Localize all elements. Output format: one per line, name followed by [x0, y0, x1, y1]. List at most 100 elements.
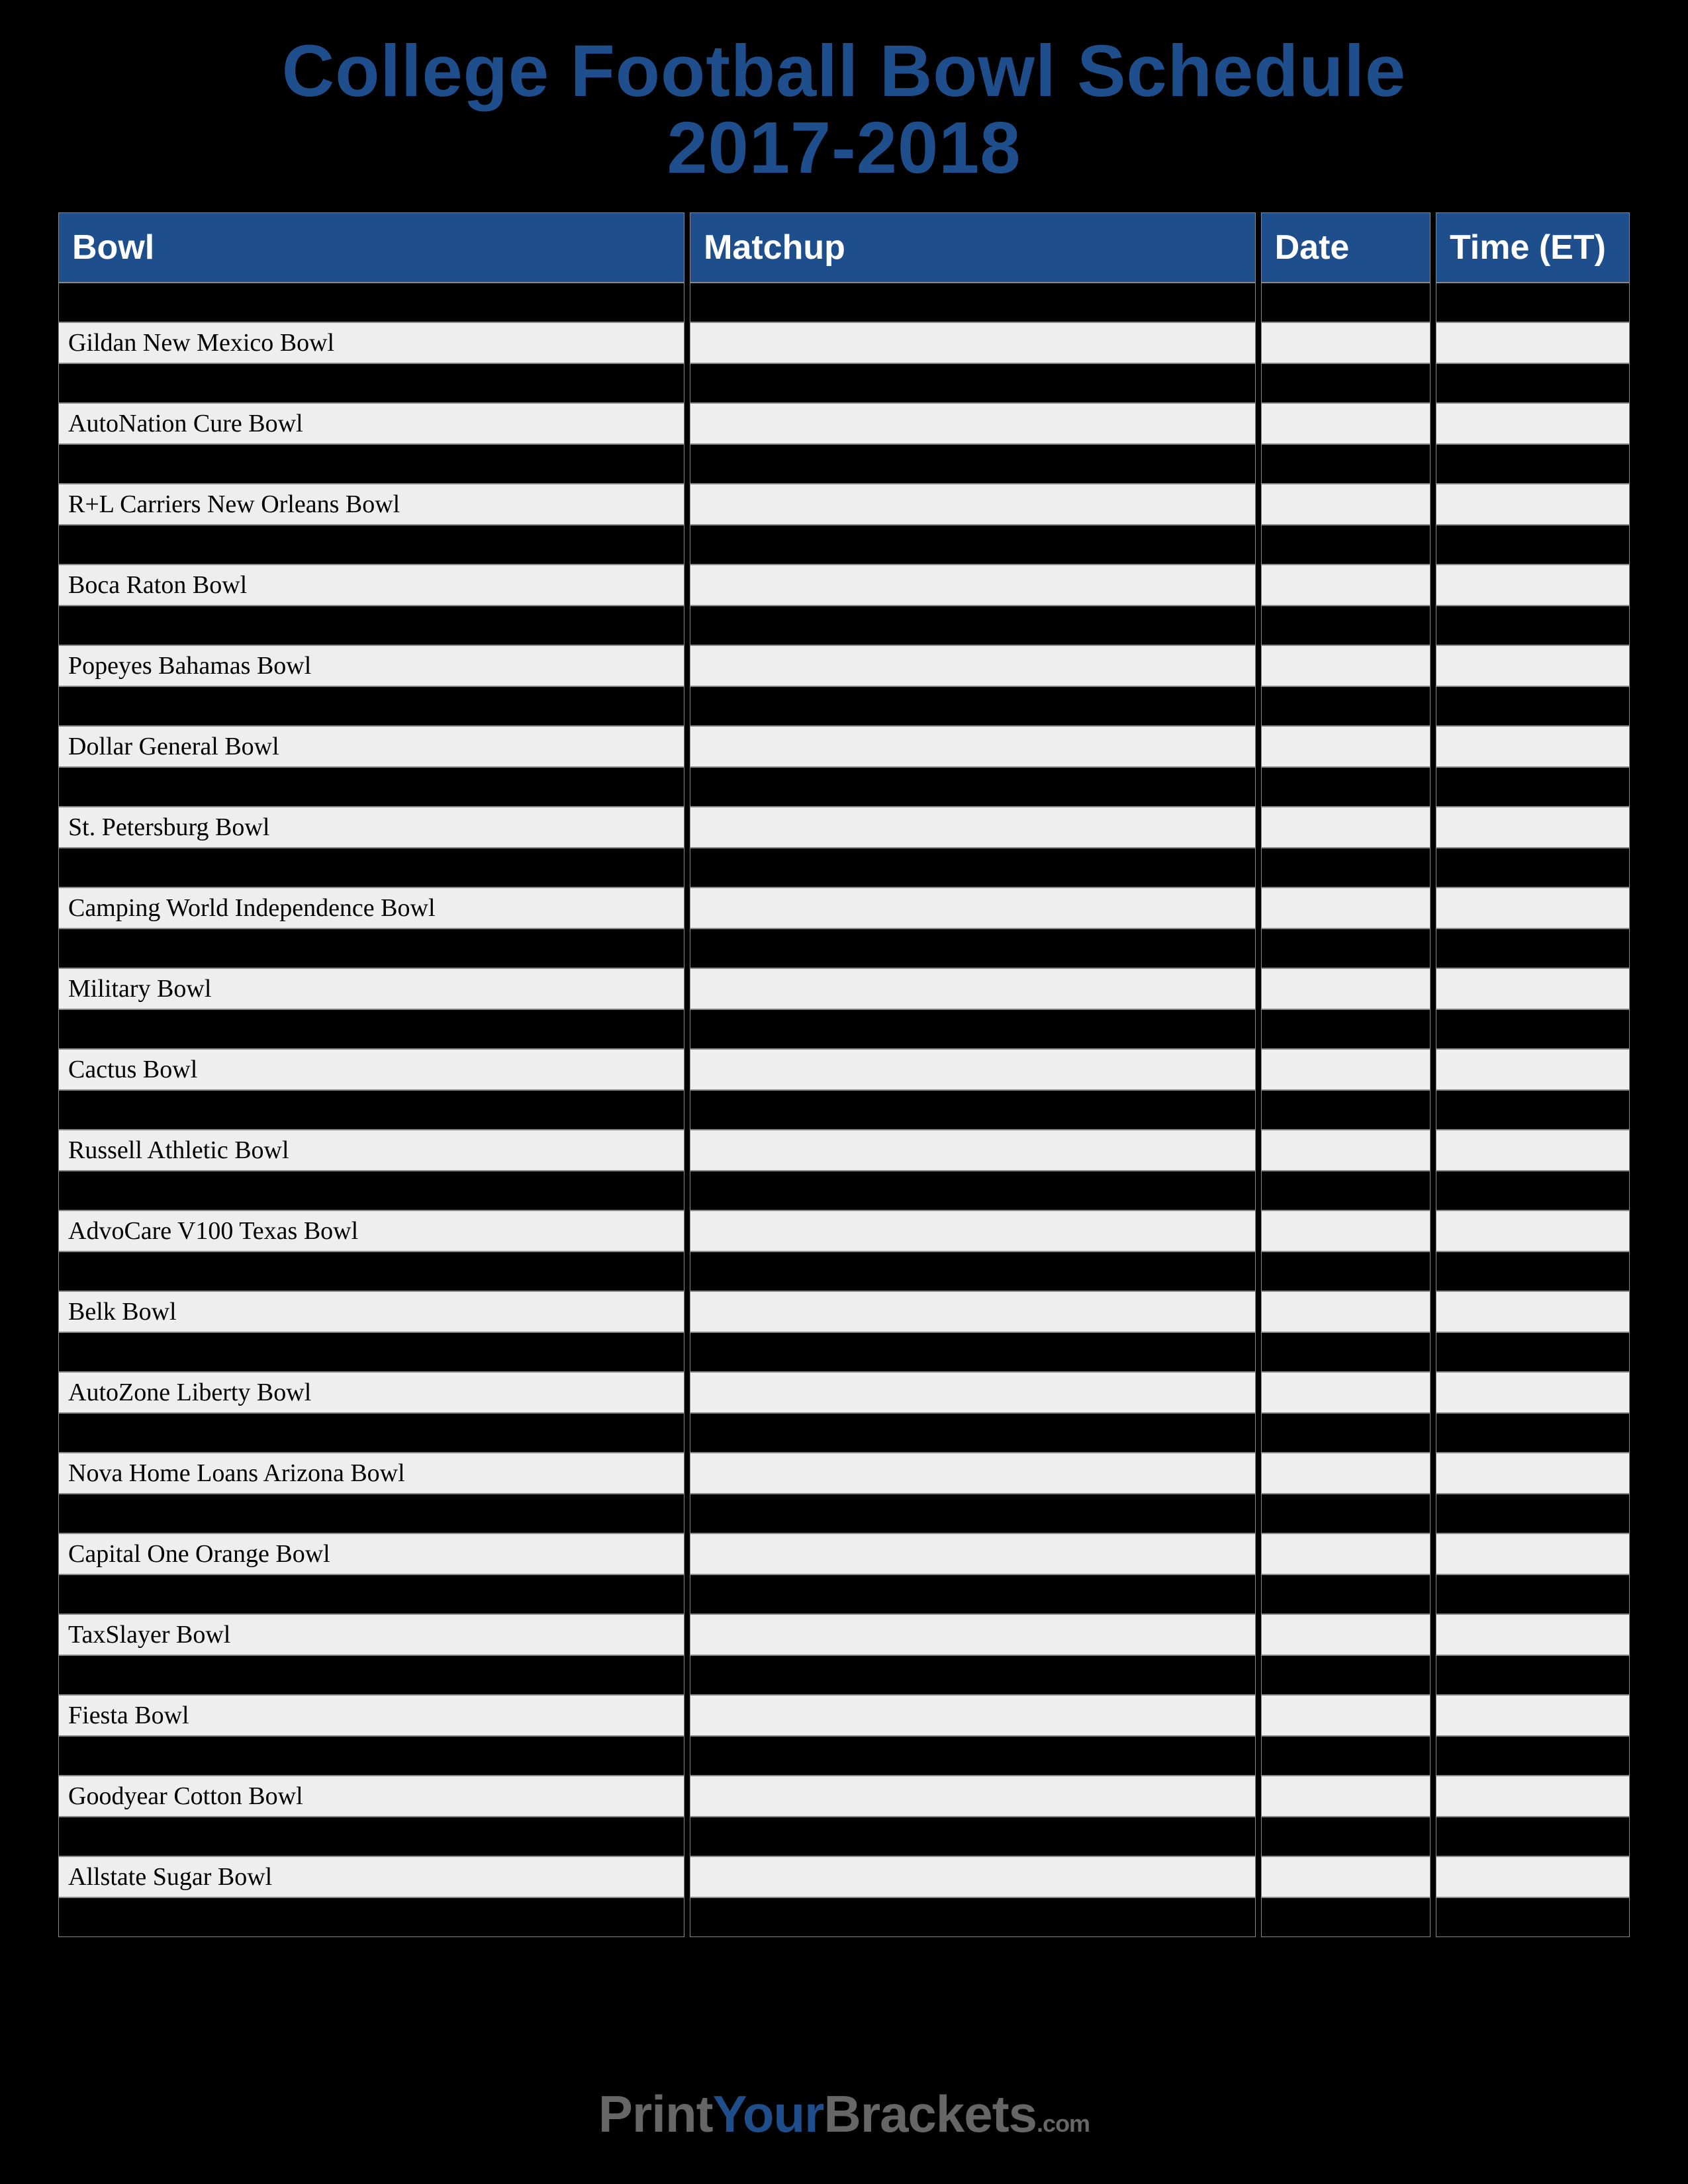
- cell-date: [1261, 1736, 1430, 1776]
- footer-dotcom: .com: [1037, 2110, 1090, 2137]
- table-row: Military Bowl: [58, 968, 1630, 1009]
- cell-bowl: Fiesta Bowl: [58, 1695, 684, 1736]
- table-row: [58, 1574, 1630, 1614]
- cell-matchup: [690, 363, 1256, 403]
- cell-time: [1436, 1251, 1630, 1291]
- cell-time: [1436, 1695, 1630, 1736]
- cell-matchup: [690, 565, 1256, 606]
- cell-bowl: AutoNation Cure Bowl: [58, 403, 684, 444]
- cell-time: [1436, 767, 1630, 807]
- table-row: [58, 606, 1630, 645]
- cell-bowl: TaxSlayer Bowl: [58, 1614, 684, 1655]
- cell-date: [1261, 363, 1430, 403]
- cell-time: [1436, 322, 1630, 363]
- table-row: TaxSlayer Bowl: [58, 1614, 1630, 1655]
- cell-time: [1436, 1171, 1630, 1210]
- cell-time: [1436, 887, 1630, 929]
- cell-matchup: [690, 1171, 1256, 1210]
- cell-time: [1436, 1817, 1630, 1856]
- page: College Football Bowl Schedule 2017-2018…: [0, 0, 1688, 2184]
- footer-brackets: Brackets: [823, 2085, 1037, 2143]
- cell-time: [1436, 525, 1630, 565]
- cell-date: [1261, 1251, 1430, 1291]
- cell-date: [1261, 767, 1430, 807]
- cell-date: [1261, 1897, 1430, 1937]
- schedule-table: Bowl Matchup Date Time (ET) Gildan New M…: [53, 212, 1635, 1937]
- cell-time: [1436, 1210, 1630, 1251]
- cell-date: [1261, 807, 1430, 848]
- table-row: Allstate Sugar Bowl: [58, 1856, 1630, 1897]
- col-header-date: Date: [1261, 212, 1430, 283]
- cell-matchup: [690, 1332, 1256, 1372]
- cell-time: [1436, 1655, 1630, 1695]
- footer-your: Your: [713, 2085, 824, 2143]
- cell-matchup: [690, 1251, 1256, 1291]
- table-header-row: Bowl Matchup Date Time (ET): [58, 212, 1630, 283]
- cell-time: [1436, 1090, 1630, 1130]
- cell-date: [1261, 1210, 1430, 1251]
- cell-date: [1261, 968, 1430, 1009]
- table-row: Gildan New Mexico Bowl: [58, 322, 1630, 363]
- cell-time: [1436, 1533, 1630, 1574]
- cell-date: [1261, 1130, 1430, 1171]
- cell-bowl: [58, 1332, 684, 1372]
- cell-matchup: [690, 525, 1256, 565]
- table-row: [58, 1736, 1630, 1776]
- cell-date: [1261, 929, 1430, 968]
- cell-time: [1436, 968, 1630, 1009]
- cell-date: [1261, 1453, 1430, 1494]
- cell-time: [1436, 1776, 1630, 1817]
- table-row: [58, 929, 1630, 968]
- cell-time: [1436, 1736, 1630, 1776]
- cell-time: [1436, 1130, 1630, 1171]
- cell-bowl: [58, 1413, 684, 1453]
- cell-time: [1436, 484, 1630, 525]
- cell-bowl: [58, 848, 684, 887]
- cell-bowl: [58, 1171, 684, 1210]
- cell-time: [1436, 1049, 1630, 1090]
- cell-matchup: [690, 1817, 1256, 1856]
- cell-date: [1261, 887, 1430, 929]
- cell-bowl: [58, 1494, 684, 1533]
- cell-time: [1436, 1574, 1630, 1614]
- cell-time: [1436, 1372, 1630, 1413]
- table-row: R+L Carriers New Orleans Bowl: [58, 484, 1630, 525]
- table-row: [58, 1655, 1630, 1695]
- table-row: Nova Home Loans Arizona Bowl: [58, 1453, 1630, 1494]
- cell-bowl: [58, 525, 684, 565]
- table-row: [58, 1494, 1630, 1533]
- cell-date: [1261, 1533, 1430, 1574]
- cell-matchup: [690, 1494, 1256, 1533]
- table-row: [58, 363, 1630, 403]
- cell-matchup: [690, 1210, 1256, 1251]
- title-line-1: College Football Bowl Schedule: [282, 30, 1406, 112]
- cell-time: [1436, 1614, 1630, 1655]
- footer-print: Print: [598, 2085, 713, 2143]
- table-row: [58, 1413, 1630, 1453]
- table-body: Gildan New Mexico Bowl AutoNation Cure Bo…: [58, 283, 1630, 1937]
- cell-time: [1436, 848, 1630, 887]
- cell-date: [1261, 403, 1430, 444]
- cell-matchup: [690, 1856, 1256, 1897]
- cell-bowl: Capital One Orange Bowl: [58, 1533, 684, 1574]
- col-header-time: Time (ET): [1436, 212, 1630, 283]
- cell-time: [1436, 363, 1630, 403]
- cell-time: [1436, 929, 1630, 968]
- cell-bowl: AutoZone Liberty Bowl: [58, 1372, 684, 1413]
- table-row: Goodyear Cotton Bowl: [58, 1776, 1630, 1817]
- cell-matchup: [690, 444, 1256, 484]
- cell-matchup: [690, 1776, 1256, 1817]
- cell-time: [1436, 1413, 1630, 1453]
- cell-bowl: Belk Bowl: [58, 1291, 684, 1332]
- table-row: [58, 848, 1630, 887]
- cell-bowl: Goodyear Cotton Bowl: [58, 1776, 684, 1817]
- cell-date: [1261, 1655, 1430, 1695]
- table-row: [58, 1817, 1630, 1856]
- cell-date: [1261, 726, 1430, 767]
- table-row: Dollar General Bowl: [58, 726, 1630, 767]
- cell-date: [1261, 1332, 1430, 1372]
- cell-bowl: Russell Athletic Bowl: [58, 1130, 684, 1171]
- cell-time: [1436, 686, 1630, 726]
- table-row: [58, 686, 1630, 726]
- cell-matchup: [690, 1453, 1256, 1494]
